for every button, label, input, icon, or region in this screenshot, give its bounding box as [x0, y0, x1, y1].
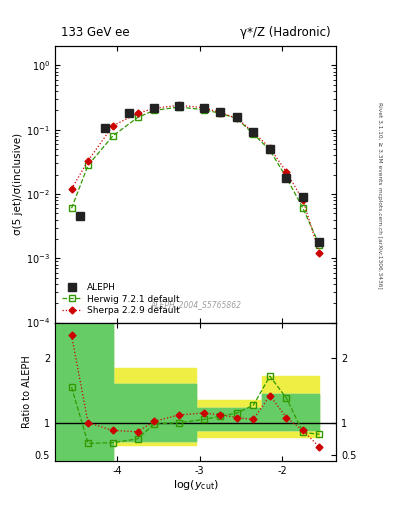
Legend: ALEPH, Herwig 7.2.1 default, Sherpa 2.2.9 default: ALEPH, Herwig 7.2.1 default, Sherpa 2.2.… — [59, 280, 182, 318]
Text: Rivet 3.1.10, ≥ 3.3M events: Rivet 3.1.10, ≥ 3.3M events — [377, 102, 382, 185]
Text: ALEPH_2004_S5765862: ALEPH_2004_S5765862 — [150, 300, 241, 309]
Y-axis label: Ratio to ALEPH: Ratio to ALEPH — [22, 355, 32, 428]
X-axis label: $\log(y_{\rm cut})$: $\log(y_{\rm cut})$ — [173, 478, 219, 493]
Text: 133 GeV ee: 133 GeV ee — [61, 26, 129, 39]
Text: γ*/Z (Hadronic): γ*/Z (Hadronic) — [240, 26, 331, 39]
Y-axis label: σ(5 jet)/σ(inclusive): σ(5 jet)/σ(inclusive) — [13, 133, 23, 236]
Text: mcplots.cern.ch [arXiv:1306.3436]: mcplots.cern.ch [arXiv:1306.3436] — [377, 187, 382, 289]
